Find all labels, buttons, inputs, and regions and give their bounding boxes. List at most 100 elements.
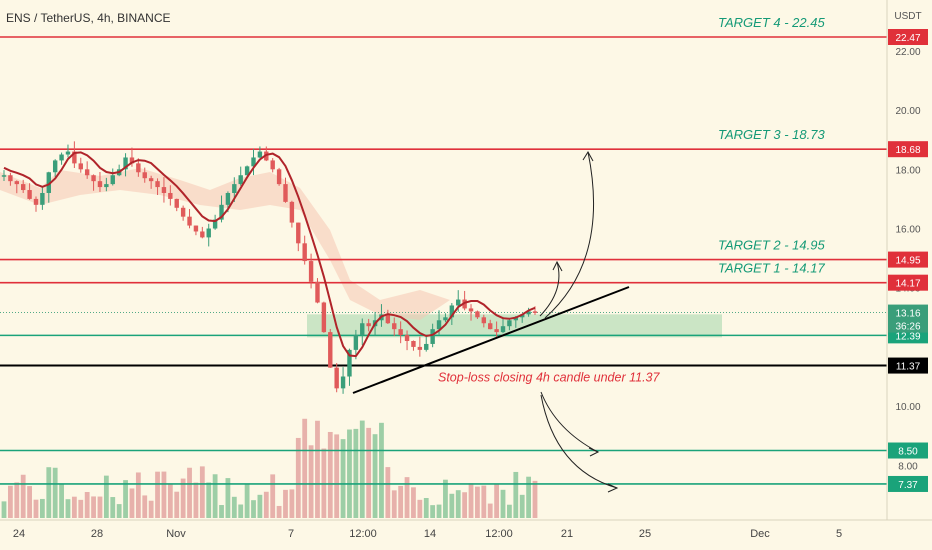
volume-bar [289, 489, 295, 518]
volume-bar [167, 483, 173, 518]
candle-body [65, 151, 71, 155]
volume-bar [1, 501, 7, 518]
volume-bar [526, 476, 532, 518]
price-tick-1: 20.00 [895, 106, 920, 117]
volume-bar [174, 491, 180, 518]
candle-body [411, 340, 416, 347]
candle-body [97, 181, 103, 188]
time-tick-3: 7 [288, 528, 294, 540]
candle-body [129, 157, 135, 164]
candle-body [296, 222, 301, 244]
candle-body [225, 192, 231, 205]
candle-body [424, 343, 429, 350]
candle-body [251, 157, 256, 167]
label-t2: TARGET 2 - 14.95 [718, 238, 825, 253]
volume-bar [263, 491, 269, 518]
label-t4: TARGET 4 - 22.45 [718, 15, 825, 30]
volume-bar [283, 489, 288, 518]
candle-body [206, 228, 211, 238]
candle-body [315, 281, 320, 303]
candle-body [84, 169, 90, 176]
volume-bar [123, 480, 128, 518]
volume-bar [33, 499, 39, 518]
candle-body [27, 190, 32, 199]
candle-body [289, 201, 295, 223]
price-tick-6: 8.00 [898, 461, 918, 472]
volume-bar [487, 503, 493, 518]
volume-bar [199, 466, 205, 518]
volume-bar [327, 431, 333, 518]
candle-body [308, 261, 314, 282]
candle-body [193, 225, 199, 232]
candle-body [526, 311, 531, 315]
volume-bar [519, 494, 525, 518]
candle-body [488, 323, 493, 330]
volume-bar [91, 496, 96, 518]
time-tick-8: 25 [639, 528, 651, 540]
candle-body [513, 317, 519, 321]
symbol-title: ENS / TetherUS, 4h, BINANCE [6, 11, 171, 25]
volume-bar [116, 504, 122, 518]
volume-bar [71, 496, 77, 518]
candle-body [232, 184, 237, 193]
candle-body [104, 184, 109, 188]
candle-body [430, 329, 435, 344]
ascending-trendline [352, 286, 630, 394]
candle-body [436, 320, 442, 330]
axis-currency: USDT [894, 11, 921, 22]
volume-bar [27, 486, 32, 518]
candle-body [398, 329, 403, 336]
volume-bar [302, 418, 308, 518]
price-tick-0: 22.00 [895, 47, 920, 58]
badge-s2 [888, 442, 928, 459]
volume-bar [238, 504, 244, 518]
candle-body [283, 184, 288, 202]
volume-bar [193, 482, 199, 518]
volume-bar [155, 471, 160, 518]
candle-body [155, 181, 160, 188]
volume-bar [276, 505, 282, 518]
badge-t2 [888, 251, 928, 268]
time-tick-7: 21 [561, 528, 573, 540]
volume-bar [129, 488, 135, 518]
candle-body [417, 346, 423, 350]
volume-bar [244, 484, 250, 518]
volume-bar [532, 480, 538, 518]
volume-bar [187, 467, 192, 518]
time-ticks: 24 28 Nov 7 12:00 14 12:00 21 25 Dec 5 [13, 528, 842, 540]
volume-bar [103, 475, 109, 518]
volume-bar [411, 487, 416, 518]
volume-bar [84, 491, 90, 518]
arrow-to-target-3 [544, 151, 594, 319]
volume-bar [359, 420, 365, 518]
candle-body [46, 172, 51, 193]
volume-bar [20, 474, 26, 518]
volume-bar [135, 472, 141, 518]
candle-body [174, 198, 179, 208]
volume-bar [372, 434, 378, 518]
badge-t4 [888, 29, 928, 45]
arrow-to-7-37 [540, 394, 618, 489]
badge-t1 [888, 274, 928, 291]
candle-body [200, 231, 205, 238]
candle-body [494, 329, 499, 333]
volume-bar [468, 483, 474, 518]
time-tick-10: 5 [836, 528, 842, 540]
candle-body [328, 332, 333, 368]
badge-text-t4: 22.47 [895, 33, 920, 44]
volume-bar [385, 467, 391, 518]
volume-bar [231, 496, 237, 518]
volume-bar [347, 429, 352, 518]
candle-body [212, 219, 218, 229]
candle-body [168, 192, 173, 199]
volume-bar [212, 474, 218, 518]
volume-bar [475, 486, 480, 518]
volume-bar [500, 489, 506, 518]
volume-bar [14, 482, 20, 518]
candle-body [14, 181, 19, 185]
candle-body [321, 302, 327, 333]
time-tick-6: 12:00 [485, 528, 513, 540]
badge-t3 [888, 141, 928, 158]
time-tick-1: 28 [91, 528, 103, 540]
